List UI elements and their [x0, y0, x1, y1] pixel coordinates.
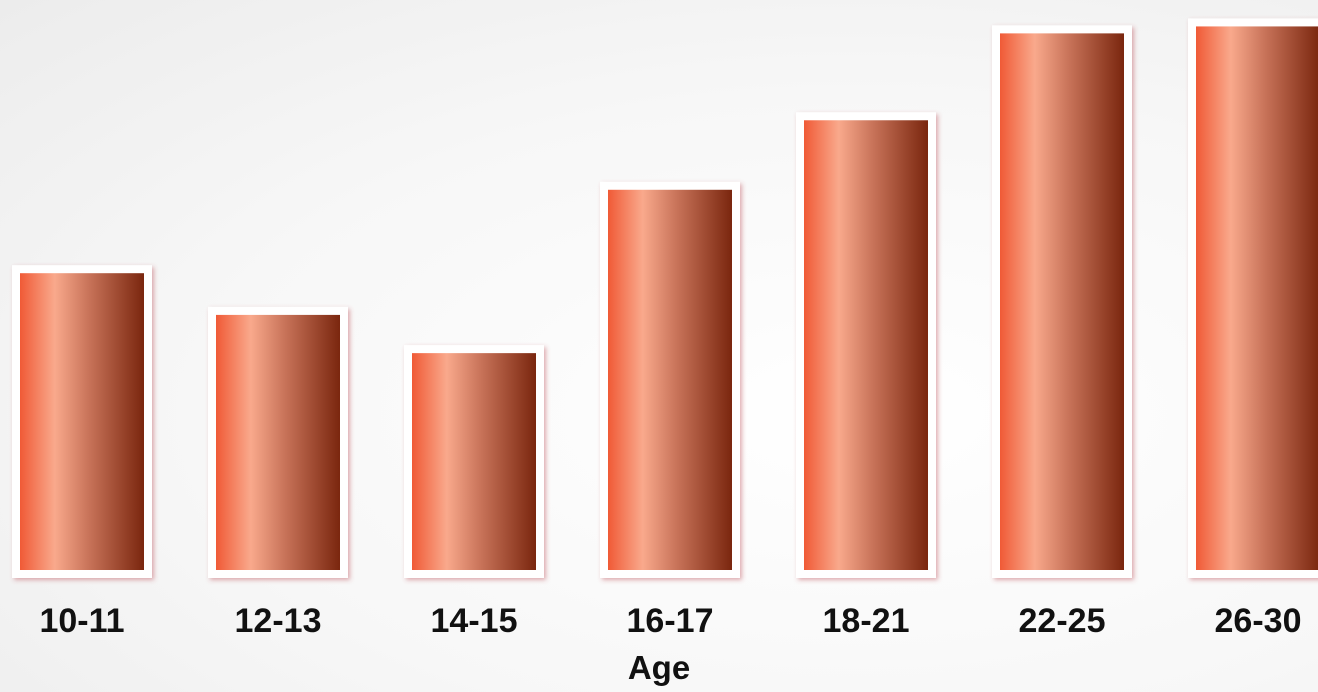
bars-group	[12, 18, 1318, 579]
bar-fill	[1196, 26, 1318, 571]
bar-fill	[804, 120, 928, 570]
bar-fill	[1000, 33, 1124, 570]
x-tick-label: 10-11	[39, 602, 124, 640]
x-tick-label: 22-25	[1019, 602, 1106, 640]
bar-fill	[608, 189, 732, 570]
x-tick-label: 16-17	[627, 602, 714, 640]
bar-18-21	[796, 112, 936, 578]
bar-fill	[20, 273, 144, 570]
x-tick-label: 14-15	[431, 602, 518, 640]
bar-14-15	[404, 345, 544, 578]
x-axis-label: Age	[628, 649, 690, 686]
x-tick-label: 12-13	[235, 602, 322, 640]
x-tick-label: 18-21	[823, 602, 910, 640]
x-tick-labels: 10-11 12-13 14-15 16-17 18-21 22-25 26-30	[39, 602, 1301, 640]
bar-22-25	[992, 25, 1132, 578]
bar-fill	[216, 314, 340, 570]
x-tick-label: 26-30	[1215, 602, 1302, 640]
bar-16-17	[600, 181, 740, 578]
bar-fill	[412, 353, 536, 570]
bar-10-11	[12, 265, 152, 578]
bar-12-13	[208, 306, 348, 578]
bar-26-30	[1188, 18, 1318, 579]
